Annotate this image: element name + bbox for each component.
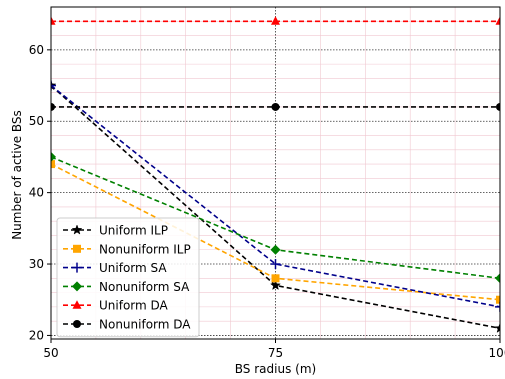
y-tick-label: 30: [29, 257, 44, 271]
legend-marker: [73, 320, 81, 328]
legend-marker: [72, 262, 82, 273]
legend-box: [56, 217, 200, 338]
legend-item-nonuniform-sa: Nonuniform SA: [63, 280, 190, 294]
legend-marker: [72, 281, 82, 292]
series-nonuniform-sa: [51, 151, 500, 284]
data-point-nonuniform-sa: [270, 244, 281, 255]
data-point-nonuniform-da: [271, 102, 280, 111]
data-point-uniform-sa: [495, 301, 500, 312]
legend: Uniform ILP Nonuniform ILP Uniform SA Nonun…: [56, 217, 200, 338]
legend-label: Uniform DA: [99, 299, 169, 313]
data-point-uniform-da: [51, 16, 56, 25]
series-uniform-da: [51, 16, 500, 25]
series-uniform-sa: [51, 80, 500, 312]
plot-series: [51, 16, 500, 333]
data-point-uniform-sa: [270, 259, 281, 270]
legend-marker: [71, 224, 83, 235]
y-axis-label: Number of active BSs: [10, 110, 24, 240]
legend-item-nonuniform-da: Nonuniform DA: [63, 318, 191, 332]
legend-item-uniform-ilp: Uniform ILP: [63, 224, 168, 238]
data-point-nonuniform-ilp: [496, 295, 500, 304]
data-point-nonuniform-da: [51, 102, 55, 111]
legend-item-uniform-da: Uniform DA: [63, 299, 169, 313]
legend-marker: [73, 244, 81, 253]
x-axis-label: BS radius (m): [235, 362, 316, 376]
y-tick-label: 40: [29, 186, 44, 200]
x-tick-label: 100: [489, 346, 505, 360]
series-nonuniform-da: [51, 102, 500, 111]
legend-item-nonuniform-ilp: Nonuniform ILP: [63, 242, 191, 256]
legend-label: Uniform ILP: [99, 224, 168, 238]
data-point-nonuniform-sa: [51, 151, 56, 162]
x-tick-label: 50: [43, 346, 58, 360]
legend-label: Nonuniform ILP: [99, 242, 191, 256]
data-point-uniform-ilp: [270, 279, 281, 291]
axes: 20 30 40 50 60 50 75 100: [29, 6, 505, 360]
data-point-nonuniform-ilp: [271, 274, 280, 283]
y-tick-label: 60: [29, 43, 44, 57]
data-point-uniform-da: [495, 16, 500, 25]
x-tick-label: 75: [268, 346, 283, 360]
data-point-uniform-sa: [51, 80, 56, 91]
legend-label: Nonuniform SA: [99, 280, 190, 294]
data-point-nonuniform-ilp: [51, 160, 55, 169]
y-tick-label: 20: [29, 328, 44, 342]
data-point-nonuniform-sa: [495, 273, 500, 284]
legend-item-uniform-sa: Uniform SA: [63, 261, 167, 275]
legend-marker: [72, 300, 82, 309]
legend-label: Nonuniform DA: [99, 318, 191, 332]
data-point-uniform-ilp: [494, 322, 500, 333]
series-nonuniform-ilp: [51, 160, 500, 304]
y-tick-label: 50: [29, 114, 44, 128]
data-point-uniform-da: [271, 16, 280, 25]
legend-label: Uniform SA: [99, 261, 167, 275]
data-point-nonuniform-da: [496, 102, 500, 111]
